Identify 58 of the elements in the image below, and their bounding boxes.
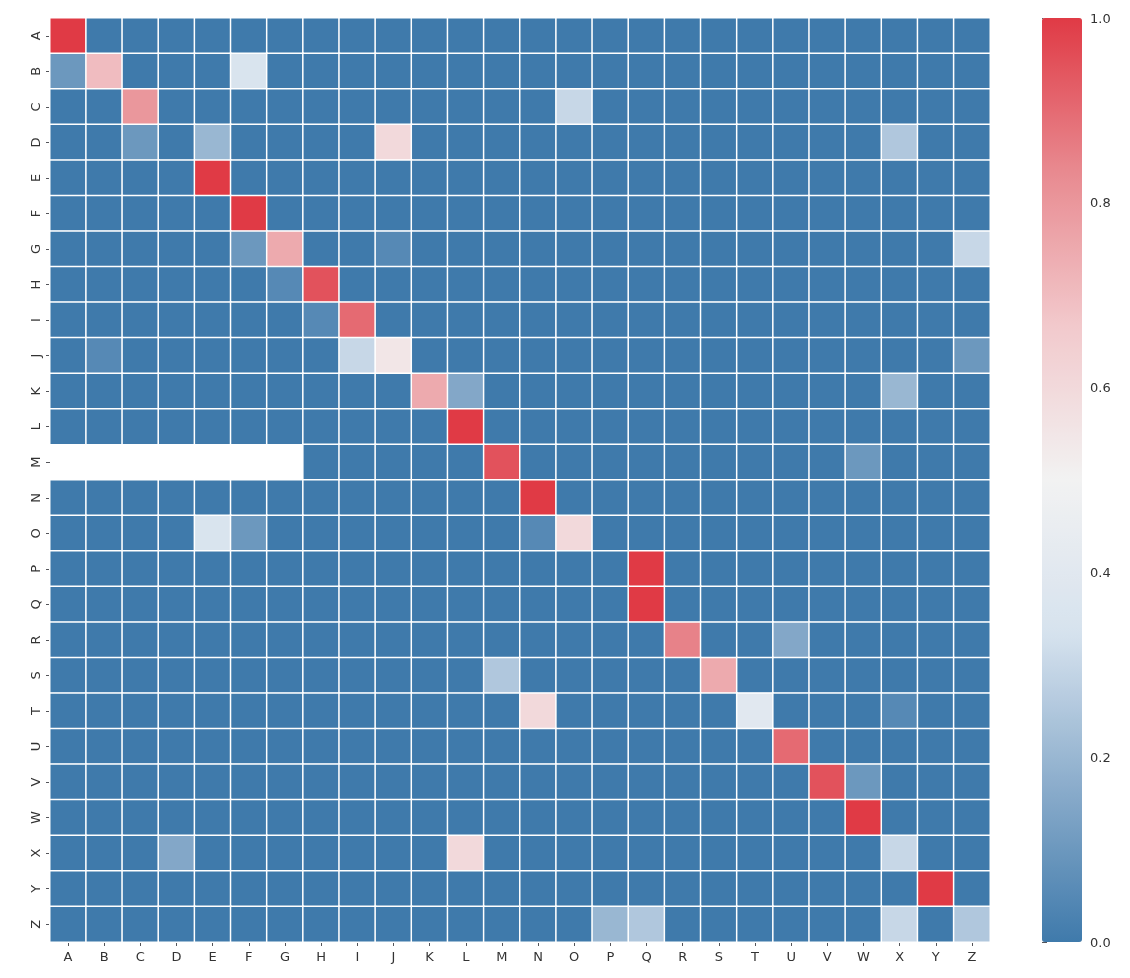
y-tick-label: N <box>28 492 43 503</box>
x-tick-label: Z <box>967 949 977 964</box>
x-tick-label: W <box>857 949 871 964</box>
y-tick-label: D <box>28 137 43 148</box>
color-bar-label: 0.4 <box>1090 564 1111 580</box>
y-tick-label: U <box>28 741 43 752</box>
y-tick-label: F <box>28 209 43 218</box>
y-tick-label: T <box>28 706 43 716</box>
x-tick-label: F <box>245 949 253 964</box>
color-bar-label: 0.8 <box>1090 195 1111 211</box>
x-tick-label: X <box>895 949 905 964</box>
y-tick-label: A <box>28 31 43 41</box>
x-tick-label: Y <box>930 949 940 964</box>
x-tick-label: R <box>678 949 688 964</box>
y-tick-label: X <box>28 848 43 858</box>
y-tick-label: L <box>28 422 43 431</box>
color-bar-label: 0.2 <box>1090 749 1111 765</box>
y-tick-label: C <box>28 102 43 112</box>
x-tick-label: D <box>171 949 182 964</box>
y-tick-label: R <box>28 635 43 645</box>
y-tick-label: J <box>28 353 43 359</box>
x-tick-label: P <box>606 949 615 964</box>
y-tick-label: S <box>28 671 43 680</box>
x-tick-label: B <box>99 949 109 964</box>
y-tick-label: W <box>28 811 43 825</box>
y-tick-label: O <box>28 528 43 539</box>
x-tick-label: C <box>135 949 145 964</box>
x-tick-label: O <box>569 949 580 964</box>
x-tick-label: J <box>390 949 396 964</box>
color-bar-label: 0.0 <box>1090 934 1111 950</box>
y-tick-label: E <box>28 173 43 183</box>
y-tick-label: V <box>28 777 43 787</box>
y-tick-label: K <box>28 386 43 396</box>
x-tick-label: M <box>496 949 508 964</box>
x-tick-label: I <box>355 949 360 964</box>
x-tick-label: T <box>750 949 760 964</box>
y-tick-label: P <box>28 564 43 573</box>
color-bar-label: 0.6 <box>1090 380 1111 396</box>
x-tick-label: S <box>714 949 723 964</box>
x-tick-label: N <box>533 949 543 964</box>
y-tick-label: B <box>28 66 43 76</box>
y-tick-label: I <box>28 318 43 322</box>
x-tick-label: L <box>462 949 471 964</box>
x-tick-label: V <box>822 949 832 964</box>
y-tick-label: Z <box>28 919 43 929</box>
y-tick-label: Y <box>28 884 43 894</box>
x-tick-label: K <box>425 949 435 964</box>
x-tick-label: H <box>316 949 327 964</box>
y-tick-label: H <box>28 279 43 290</box>
x-tick-label: G <box>279 949 291 964</box>
color-bar-label: 1.0 <box>1090 10 1111 26</box>
y-tick-label: Q <box>28 599 43 610</box>
x-tick-label: E <box>208 949 217 964</box>
y-tick-label: G <box>28 243 43 255</box>
y-tick-label: M <box>28 456 43 468</box>
x-tick-label: A <box>63 949 73 964</box>
x-tick-label: Q <box>641 949 652 964</box>
x-tick-label: U <box>786 949 796 964</box>
